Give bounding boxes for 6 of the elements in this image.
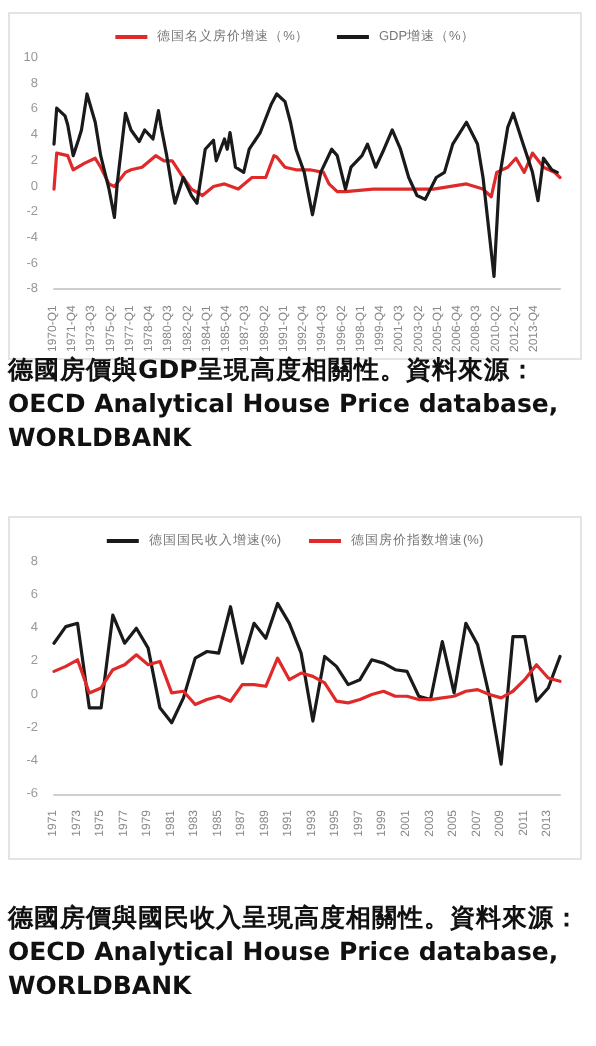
line-series [52,151,562,199]
text: 德國房價與GDP呈現高度相關性。資料來源：OECD Analytical House Price database, WORLDBANK [8,352,561,454]
line-series [52,601,562,766]
line-series [52,653,562,707]
line-series [52,92,559,279]
text: 德國房價與國民收入呈現高度相關性。資料來源：OECD Analytical House Price database, WORLDBANK [8,900,582,1002]
